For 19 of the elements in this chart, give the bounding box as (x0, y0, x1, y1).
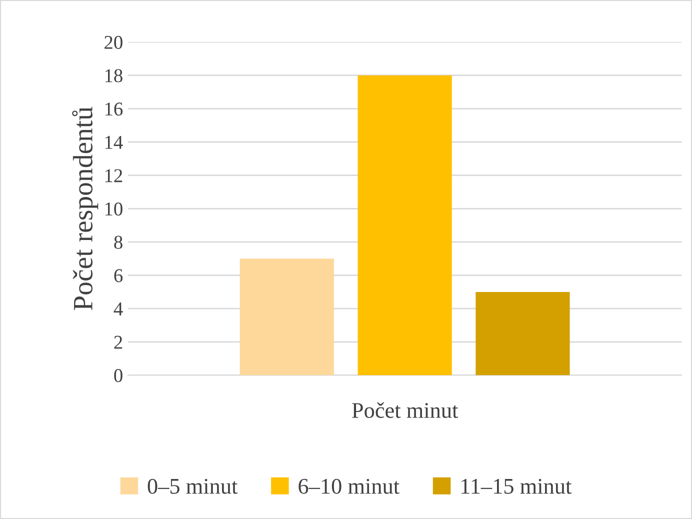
bar (240, 258, 334, 376)
y-tick-label: 20 (104, 36, 122, 49)
y-tick-label: 0 (114, 369, 122, 382)
y-axis-title: Počet respondentů (72, 106, 98, 310)
y-tick-label: 4 (114, 302, 123, 316)
y-tick-label: 6 (114, 269, 123, 282)
y-tick-label: 10 (105, 202, 122, 216)
y-tick-label: 14 (105, 136, 123, 149)
y-tick-label: 2 (114, 336, 122, 349)
y-tick-label: 16 (105, 102, 123, 116)
legend-label: 11–15 minut (462, 478, 572, 494)
y-tick-label: 8 (114, 236, 122, 249)
x-axis-title: Počet minut (352, 402, 458, 418)
bar (476, 292, 570, 376)
bar (358, 75, 452, 376)
legend-label: 6–10 minut (298, 478, 400, 494)
y-tick-label: 12 (105, 169, 122, 182)
y-tick-label: 18 (105, 69, 122, 82)
legend-label: 0–5 minut (148, 478, 238, 494)
